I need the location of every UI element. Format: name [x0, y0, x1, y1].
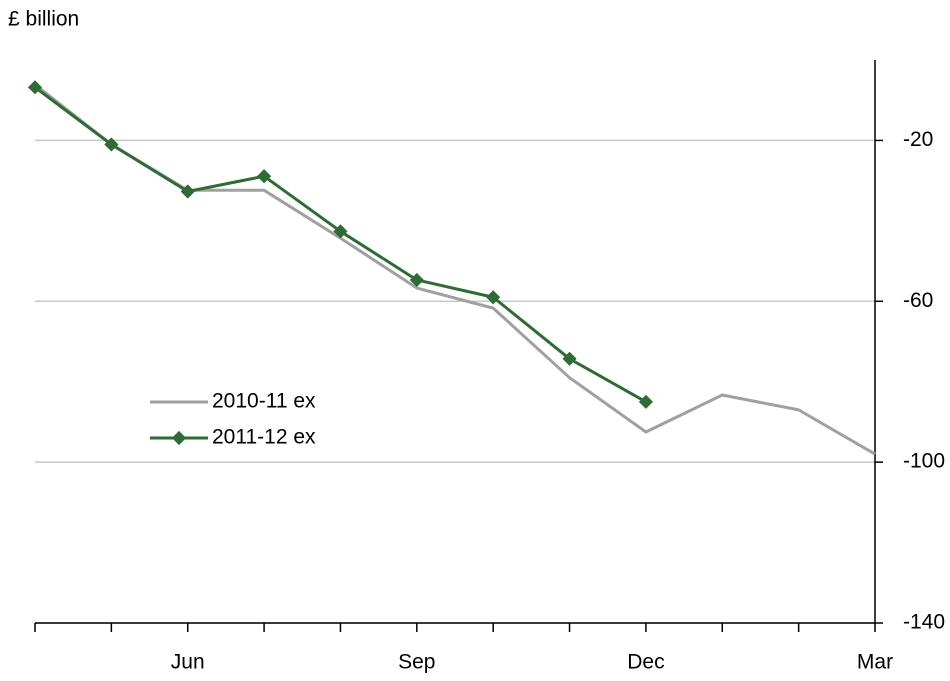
marker	[562, 351, 577, 366]
y-tick-label: -140	[903, 611, 945, 634]
legend-label: 2010-11 ex	[212, 390, 316, 413]
marker	[486, 290, 501, 305]
series-line	[34, 86, 647, 404]
marker	[409, 272, 424, 288]
x-tick-label: Jun	[171, 651, 205, 674]
marker	[638, 394, 653, 409]
marker	[257, 169, 272, 184]
x-tick-label: Dec	[627, 651, 664, 674]
y-tick-label: -20	[903, 128, 933, 151]
y-tick-label: -60	[903, 289, 933, 312]
x-tick-label: Mar	[857, 651, 893, 674]
marker	[180, 184, 195, 199]
legend-label: 2011-12 ex	[212, 426, 316, 449]
x-tick-label: Sep	[398, 651, 435, 674]
marker	[333, 224, 348, 239]
y-tick-label: -100	[903, 450, 945, 473]
legend-marker	[171, 430, 187, 446]
y-axis-label: £ billion	[8, 8, 79, 31]
